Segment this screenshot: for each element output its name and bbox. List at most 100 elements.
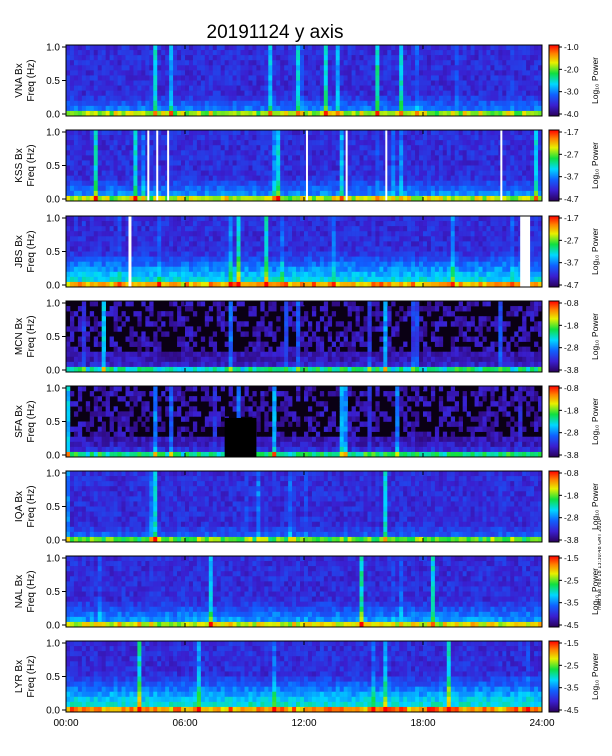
spectrogram-cell (185, 241, 190, 247)
spectrogram-cell (331, 135, 337, 141)
spectrogram-cell (514, 95, 519, 102)
spectrogram-cell (208, 60, 214, 66)
spectrogram-cell (101, 105, 106, 112)
spectrogram-cell (474, 175, 479, 182)
spectrogram-cell (438, 140, 444, 146)
spectrogram-cell (526, 145, 531, 151)
spectrogram-cell (490, 150, 495, 156)
spectrogram-cell (307, 90, 313, 97)
spectrogram-cell (534, 145, 539, 151)
spectrogram-cell (419, 130, 424, 136)
spectrogram-cell (474, 276, 479, 283)
spectrogram-cell (260, 45, 265, 51)
spectrogram-cell (157, 175, 162, 182)
spectrogram-cell (240, 95, 245, 102)
spectrogram-cell (89, 165, 95, 171)
spectrogram-cell (169, 221, 174, 227)
spectrogram-cell (498, 216, 503, 222)
spectrogram-cell (296, 140, 301, 146)
spectrogram-cell (296, 221, 301, 227)
spectrogram-cell (419, 55, 424, 61)
spectrogram-cell (506, 60, 511, 66)
spectrogram-cell (375, 165, 380, 171)
spectrogram-cell (403, 50, 408, 56)
spectrogram-cell (359, 221, 364, 227)
spectrogram-cell (355, 251, 360, 257)
spectrogram-cell (149, 170, 154, 176)
spectrogram-cell (300, 180, 305, 187)
spectrogram-cell (77, 150, 83, 156)
spectrogram-cell (335, 95, 340, 102)
spectrogram-cell (181, 190, 186, 197)
spectrogram-cell (454, 150, 459, 156)
spectrogram-cell (276, 195, 281, 202)
spectrogram-cell (161, 231, 166, 237)
spectrogram-cell (319, 190, 325, 197)
spectrogram-cell (89, 185, 95, 192)
spectrogram-cell (300, 170, 305, 176)
spectrogram-cell (256, 226, 261, 232)
spectrogram-cell (121, 251, 126, 257)
spectrogram-cell (538, 100, 543, 107)
spectrogram-cell (188, 150, 194, 156)
spectrogram-cell (478, 165, 483, 171)
spectrogram-cell (129, 155, 134, 161)
spectrogram-cell (534, 110, 539, 117)
spectrogram-cell (450, 150, 456, 156)
spectrogram-cell (327, 276, 333, 283)
spectrogram-cell (490, 165, 495, 171)
spectrogram-cell (339, 216, 344, 222)
spectrogram-cell (339, 150, 344, 156)
spectrogram-cell (181, 130, 186, 136)
spectrogram-cell (157, 55, 162, 61)
spectrogram-cell (177, 216, 182, 222)
spectrogram-cell (220, 60, 225, 66)
spectrogram-cell (264, 190, 269, 197)
spectrogram-cell (419, 251, 424, 257)
spectrogram-cell (419, 231, 424, 237)
spectrogram-cell (77, 55, 83, 61)
spectrogram-cell (161, 145, 166, 151)
spectrogram-cell (137, 180, 142, 187)
spectrogram-cell (149, 180, 154, 187)
spectrogram-cell (304, 55, 309, 61)
spectrogram-cell (185, 100, 190, 107)
spectrogram-cell (89, 170, 95, 176)
spectrogram-cell (89, 231, 95, 237)
spectrogram-cell (426, 216, 432, 222)
spectrogram-cell (264, 55, 269, 61)
spectrogram-cell (355, 165, 360, 171)
spectrogram-cell (351, 100, 356, 107)
spectrogram-cell (256, 135, 261, 141)
spectrogram-cell (319, 251, 325, 257)
spectrogram-cell (331, 140, 337, 146)
spectrogram-cell (236, 266, 241, 273)
spectrogram-cell (462, 145, 467, 151)
spectrogram-cell (296, 90, 301, 97)
spectrogram-cell (450, 251, 456, 257)
spectrogram-cell (216, 236, 221, 242)
spectrogram-cell (177, 180, 182, 187)
spectrogram-cell (89, 110, 95, 117)
spectrogram-cell (296, 50, 301, 56)
spectrogram-cell (276, 216, 281, 222)
spectrogram-cell (173, 80, 178, 86)
spectrogram-cell (514, 185, 519, 192)
spectrogram-cell (367, 130, 372, 136)
spectrogram-cell (105, 170, 110, 176)
spectrogram-cell (530, 65, 535, 71)
spectrogram-cell (438, 180, 444, 187)
spectrogram-cell (371, 80, 376, 86)
spectrogram-cell (125, 155, 130, 161)
spectrogram-cell (81, 130, 87, 136)
spectrogram-cell (248, 145, 253, 151)
spectrogram-cell (169, 195, 174, 202)
spectrogram-cell (387, 251, 392, 257)
spectrogram-cell (379, 170, 384, 176)
spectrogram-cell (522, 95, 527, 102)
spectrogram-cell (113, 155, 118, 161)
spectrogram-cell (292, 155, 297, 161)
spectrogram-cell (355, 130, 360, 136)
spectrogram-cell (153, 180, 158, 187)
spectrogram-cell (391, 145, 396, 151)
